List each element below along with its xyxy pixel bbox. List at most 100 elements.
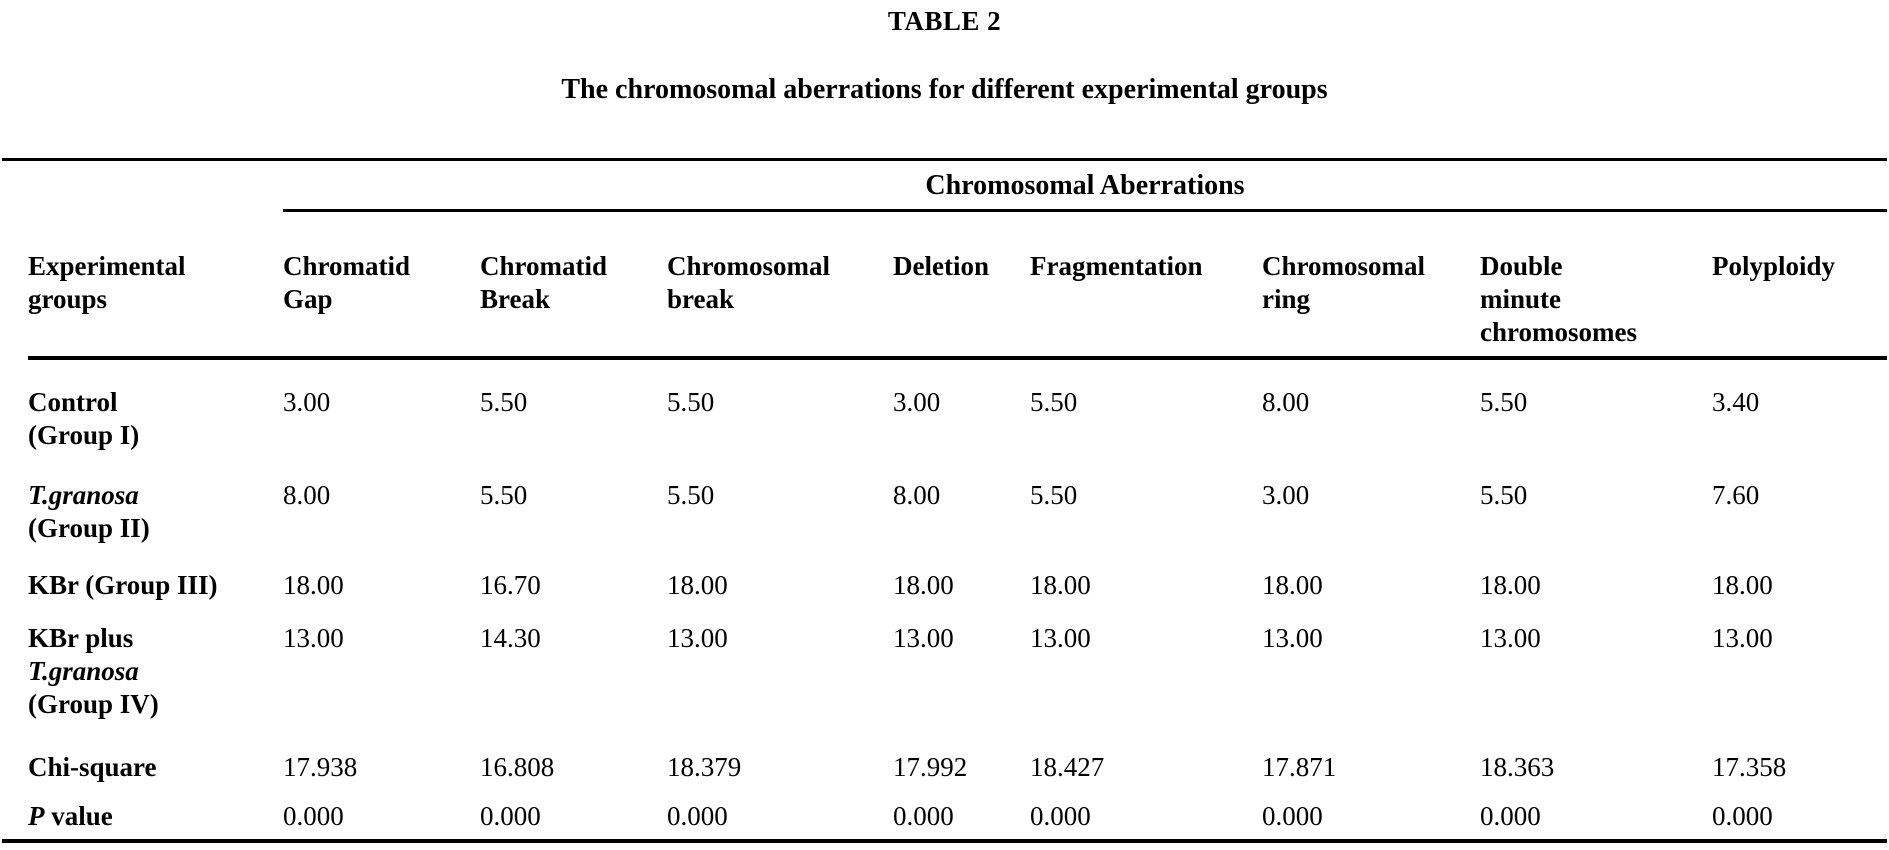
data-cell: 3.40 (1712, 387, 1760, 417)
data-cell: 17.358 (1712, 752, 1787, 782)
data-cell: 0.000 (893, 801, 954, 831)
header-line: minute (1480, 284, 1561, 314)
row-label-line: (Group II) (28, 513, 150, 543)
table-row: KBr (Group III) 18.00 16.70 18.00 18.00 18.00… (28, 569, 1887, 602)
data-cell: 13.00 (1030, 623, 1091, 653)
data-cell: 13.00 (1262, 623, 1323, 653)
header-line: Chromosomal (1262, 251, 1426, 281)
data-cell: 0.000 (1262, 801, 1323, 831)
data-cell: 18.00 (1480, 570, 1541, 600)
table-row: Control (Group I) 3.00 5.50 5.50 3.00 5.50 8.00… (28, 386, 1887, 452)
column-header-fragmentation: Fragmentation (1030, 250, 1262, 349)
row-label: Control (Group I) (28, 386, 283, 452)
column-header-chromatid-break: Chromatid Break (480, 250, 667, 349)
data-cell: 13.00 (1712, 623, 1773, 653)
data-cell: 13.00 (667, 623, 728, 653)
data-cell: 18.379 (667, 752, 742, 782)
data-cell: 14.30 (480, 623, 541, 653)
data-cell: 5.50 (1030, 480, 1078, 510)
table-row: Chi-square 17.938 16.808 18.379 17.992 18.427… (28, 751, 1887, 784)
span-header-chromosomal-aberrations: Chromosomal Aberrations (283, 161, 1887, 212)
header-line: break (667, 284, 735, 314)
data-cell: 0.000 (283, 801, 344, 831)
data-cell: 3.00 (893, 387, 941, 417)
row-label-line: Chi-square (28, 752, 157, 782)
data-cell: 18.00 (1712, 570, 1773, 600)
row-label: KBr (Group III) (28, 569, 283, 602)
row-label-line: P value (28, 801, 113, 831)
table-body: Control (Group I) 3.00 5.50 5.50 3.00 5.50 8.00… (28, 386, 1887, 839)
header-line: Polyploidy (1712, 251, 1836, 281)
data-cell: 18.00 (893, 570, 954, 600)
data-cell: 0.000 (667, 801, 728, 831)
data-cell: 17.938 (283, 752, 358, 782)
data-cell: 17.871 (1262, 752, 1337, 782)
data-cell: 13.00 (893, 623, 954, 653)
column-header-chromosomal-ring: Chromosomal ring (1262, 250, 1480, 349)
row-label: Chi-square (28, 751, 283, 784)
data-cell: 18.00 (667, 570, 728, 600)
table-row: T.granosa (Group II) 8.00 5.50 5.50 8.00 5.50 3… (28, 479, 1887, 545)
row-label-line: T.granosa (28, 480, 139, 510)
header-line: Fragmentation (1030, 251, 1203, 281)
row-label-line: (Group I) (28, 420, 140, 450)
row-label-line: (Group IV) (28, 689, 159, 719)
header-line: ring (1262, 284, 1311, 314)
data-cell: 0.000 (480, 801, 541, 831)
header-line: Break (480, 284, 551, 314)
row-label-line: Control (28, 387, 118, 417)
data-cell: 18.00 (283, 570, 344, 600)
data-cell: 17.992 (893, 752, 968, 782)
header-line: Gap (283, 284, 333, 314)
column-header-deletion: Deletion (893, 250, 1030, 349)
table-row: KBr plus T.granosa (Group IV) 13.00 14.30 13.… (28, 622, 1887, 721)
row-label: KBr plus T.granosa (Group IV) (28, 622, 283, 721)
aberrations-table: Chromosomal Aberrations Experimental grou… (2, 158, 1887, 843)
header-line: Experimental (28, 251, 186, 281)
data-cell: 18.427 (1030, 752, 1105, 782)
data-cell: 13.00 (1480, 623, 1541, 653)
row-label-line: T.granosa (28, 656, 139, 686)
data-cell: 7.60 (1712, 480, 1760, 510)
data-cell: 5.50 (480, 480, 528, 510)
table-caption: The chromosomal aberrations for differen… (561, 74, 1328, 105)
row-label-line: KBr (Group III) (28, 570, 218, 600)
column-header-chromatid-gap: Chromatid Gap (283, 250, 480, 349)
header-line: groups (28, 284, 108, 314)
data-cell: 8.00 (1262, 387, 1310, 417)
data-cell: 5.50 (667, 387, 715, 417)
data-cell: 18.00 (1030, 570, 1091, 600)
data-cell: 5.50 (1480, 387, 1528, 417)
data-cell: 16.808 (480, 752, 555, 782)
span-header-row: Chromosomal Aberrations (28, 161, 1887, 212)
column-header-double-minute-chromosomes: Double minute chromosomes (1480, 250, 1712, 349)
table-row: P value 0.000 0.000 0.000 0.000 0.000 0.000 0.0… (28, 800, 1887, 833)
data-cell: 5.50 (667, 480, 715, 510)
data-cell: 8.00 (893, 480, 941, 510)
header-line: Chromatid (480, 251, 608, 281)
header-line: chromosomes (1480, 317, 1637, 347)
data-cell: 13.00 (283, 623, 344, 653)
data-cell: 5.50 (1480, 480, 1528, 510)
data-cell: 18.00 (1262, 570, 1323, 600)
header-line: Chromatid (283, 251, 411, 281)
row-label: T.granosa (Group II) (28, 479, 283, 545)
row-label-line: KBr plus (28, 623, 134, 653)
data-cell: 5.50 (480, 387, 528, 417)
data-cell: 0.000 (1712, 801, 1773, 831)
column-header-experimental-groups: Experimental groups (28, 250, 283, 349)
data-cell: 16.70 (480, 570, 541, 600)
data-cell: 3.00 (283, 387, 331, 417)
table-number-title: TABLE 2 (887, 6, 1002, 36)
column-header-row: Experimental groups Chromatid Gap Chromatid B… (28, 212, 1887, 360)
data-cell: 18.363 (1480, 752, 1555, 782)
data-cell: 0.000 (1030, 801, 1091, 831)
header-line: Deletion (893, 251, 989, 281)
data-cell: 0.000 (1480, 801, 1541, 831)
span-header-spacer (28, 161, 283, 212)
data-cell: 5.50 (1030, 387, 1078, 417)
row-label: P value (28, 800, 283, 833)
data-cell: 8.00 (283, 480, 331, 510)
column-header-chromosomal-break: Chromosomal break (667, 250, 893, 349)
